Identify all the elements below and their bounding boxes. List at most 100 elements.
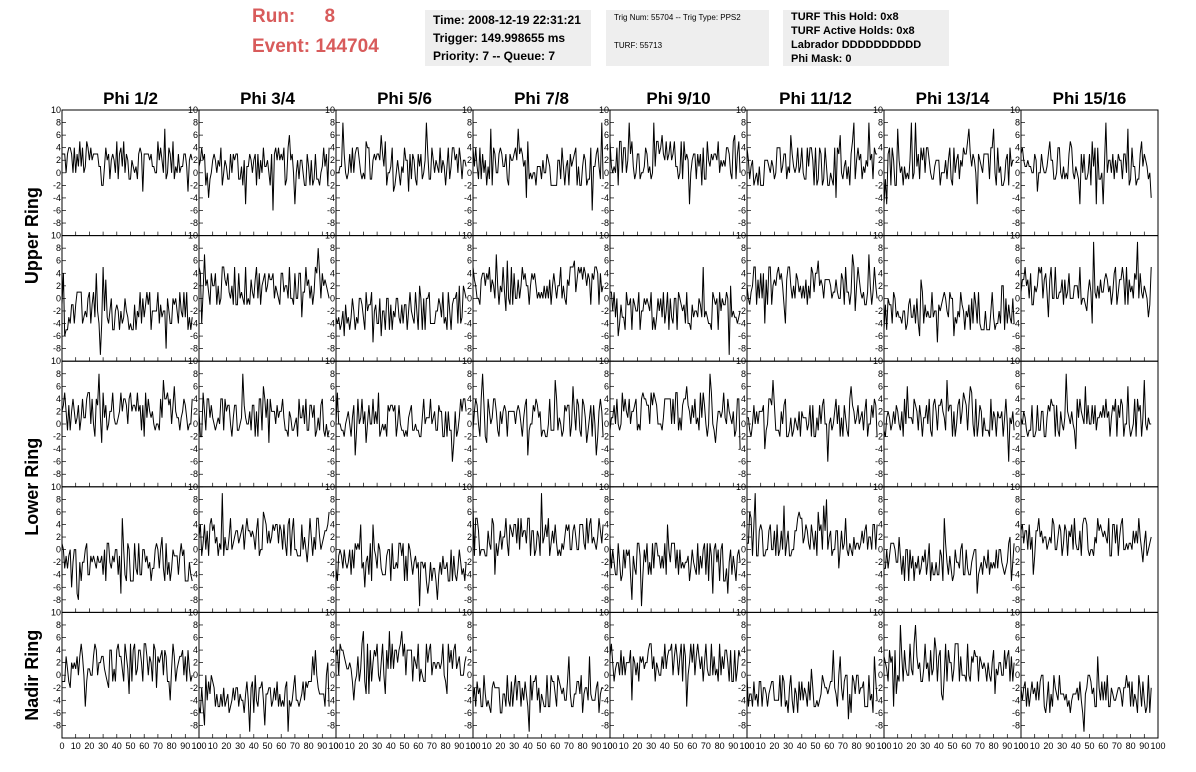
y-tick-label: -4: [875, 193, 883, 203]
x-tick-label: 60: [961, 741, 971, 751]
y-tick-label: -4: [464, 193, 472, 203]
row-label: Upper Ring: [22, 187, 42, 284]
y-tick-label: -8: [190, 344, 198, 354]
y-tick-label: 2: [56, 532, 61, 542]
waveform-trace: [747, 379, 878, 462]
waveform-trace: [883, 379, 1015, 462]
y-tick-label: -4: [190, 570, 198, 580]
x-tick-label: 10: [619, 741, 629, 751]
x-tick-label: 40: [934, 741, 944, 751]
y-tick-label: 2: [193, 658, 198, 668]
x-tick-label: 100: [191, 741, 206, 751]
y-tick-label: -4: [53, 444, 61, 454]
y-tick-label: 2: [1015, 155, 1020, 165]
y-tick-label: 8: [56, 494, 61, 504]
y-tick-label: -4: [464, 319, 472, 329]
y-tick-label: 4: [741, 519, 746, 529]
y-tick-label: 6: [56, 633, 61, 643]
y-tick-label: 0: [56, 545, 61, 555]
y-tick-label: 0: [193, 670, 198, 680]
y-tick-label: -8: [53, 720, 61, 730]
y-tick-label: 8: [56, 620, 61, 630]
y-tick-label: 10: [188, 105, 198, 115]
y-tick-label: 0: [1015, 293, 1020, 303]
y-tick-label: 8: [878, 369, 883, 379]
y-tick-label: -6: [464, 708, 472, 718]
waveform-trace: [610, 266, 741, 355]
x-tick-label: 40: [797, 741, 807, 751]
y-tick-label: 2: [193, 281, 198, 291]
y-tick-label: -4: [1012, 193, 1020, 203]
x-tick-label: 100: [465, 741, 480, 751]
y-tick-label: 8: [878, 620, 883, 630]
y-tick-label: 10: [599, 356, 609, 366]
y-tick-label: 2: [878, 155, 883, 165]
waveform-trace: [335, 631, 467, 701]
y-tick-label: 8: [878, 494, 883, 504]
y-tick-label: 4: [193, 645, 198, 655]
y-tick-label: -4: [327, 570, 335, 580]
trigger-text: Trigger: 149.998655 ms: [433, 31, 566, 45]
y-tick-label: 0: [330, 168, 335, 178]
waveform-trace: [746, 254, 878, 324]
y-tick-label: -2: [327, 180, 335, 190]
x-tick-label: 70: [838, 741, 848, 751]
x-tick-label: 30: [783, 741, 793, 751]
y-tick-label: -6: [53, 457, 61, 467]
plot-frame: [198, 109, 337, 237]
x-tick-label: 20: [221, 741, 231, 751]
y-tick-label: 6: [1015, 130, 1020, 140]
y-tick-label: 8: [604, 243, 609, 253]
run-value: 8: [324, 6, 336, 27]
y-tick-label: -6: [601, 708, 609, 718]
waveform-trace: [198, 493, 330, 563]
y-tick-label: -8: [190, 469, 198, 479]
y-tick-label: -8: [875, 218, 883, 228]
y-tick-label: -6: [738, 708, 746, 718]
x-tick-label: 0: [59, 741, 64, 751]
y-tick-label: 8: [741, 620, 746, 630]
y-tick-label: 6: [467, 130, 472, 140]
y-tick-label: 0: [56, 670, 61, 680]
y-tick-label: -8: [327, 469, 335, 479]
y-tick-label: -2: [327, 557, 335, 567]
y-tick-label: 4: [741, 143, 746, 153]
y-tick-label: -4: [875, 444, 883, 454]
phi-mask-text: Phi Mask: 0: [791, 53, 852, 65]
y-tick-label: -6: [875, 205, 883, 215]
y-tick-label: 4: [604, 394, 609, 404]
column-header: Phi 11/12: [779, 89, 852, 108]
y-tick-label: 8: [330, 494, 335, 504]
y-tick-label: 10: [325, 356, 335, 366]
y-tick-label: -2: [875, 306, 883, 316]
y-tick-label: -4: [1012, 444, 1020, 454]
y-tick-label: 0: [330, 293, 335, 303]
y-tick-label: -8: [601, 218, 609, 228]
y-tick-label: -8: [738, 595, 746, 605]
waveform-trace: [198, 650, 330, 732]
y-tick-label: 8: [878, 118, 883, 128]
x-tick-label: 80: [1126, 741, 1136, 751]
y-tick-label: 0: [604, 545, 609, 555]
column-header: Phi 3/4: [240, 89, 295, 108]
y-tick-label: 2: [1015, 406, 1020, 416]
y-tick-label: -4: [738, 570, 746, 580]
x-tick-label: 30: [98, 741, 108, 751]
x-tick-label: 40: [112, 741, 122, 751]
y-tick-label: -8: [464, 469, 472, 479]
y-tick-label: -2: [464, 557, 472, 567]
y-tick-label: 6: [330, 633, 335, 643]
y-tick-label: 10: [599, 231, 609, 241]
y-tick-label: -8: [1012, 720, 1020, 730]
x-tick-label: 50: [1084, 741, 1094, 751]
y-tick-label: -2: [875, 683, 883, 693]
y-tick-label: -6: [53, 331, 61, 341]
y-tick-label: 2: [467, 406, 472, 416]
y-tick-label: -2: [53, 683, 61, 693]
y-tick-label: 0: [467, 545, 472, 555]
x-tick-label: 90: [180, 741, 190, 751]
y-tick-label: -6: [464, 331, 472, 341]
y-tick-label: 0: [1015, 168, 1020, 178]
y-tick-label: 4: [330, 645, 335, 655]
x-tick-label: 10: [1030, 741, 1040, 751]
